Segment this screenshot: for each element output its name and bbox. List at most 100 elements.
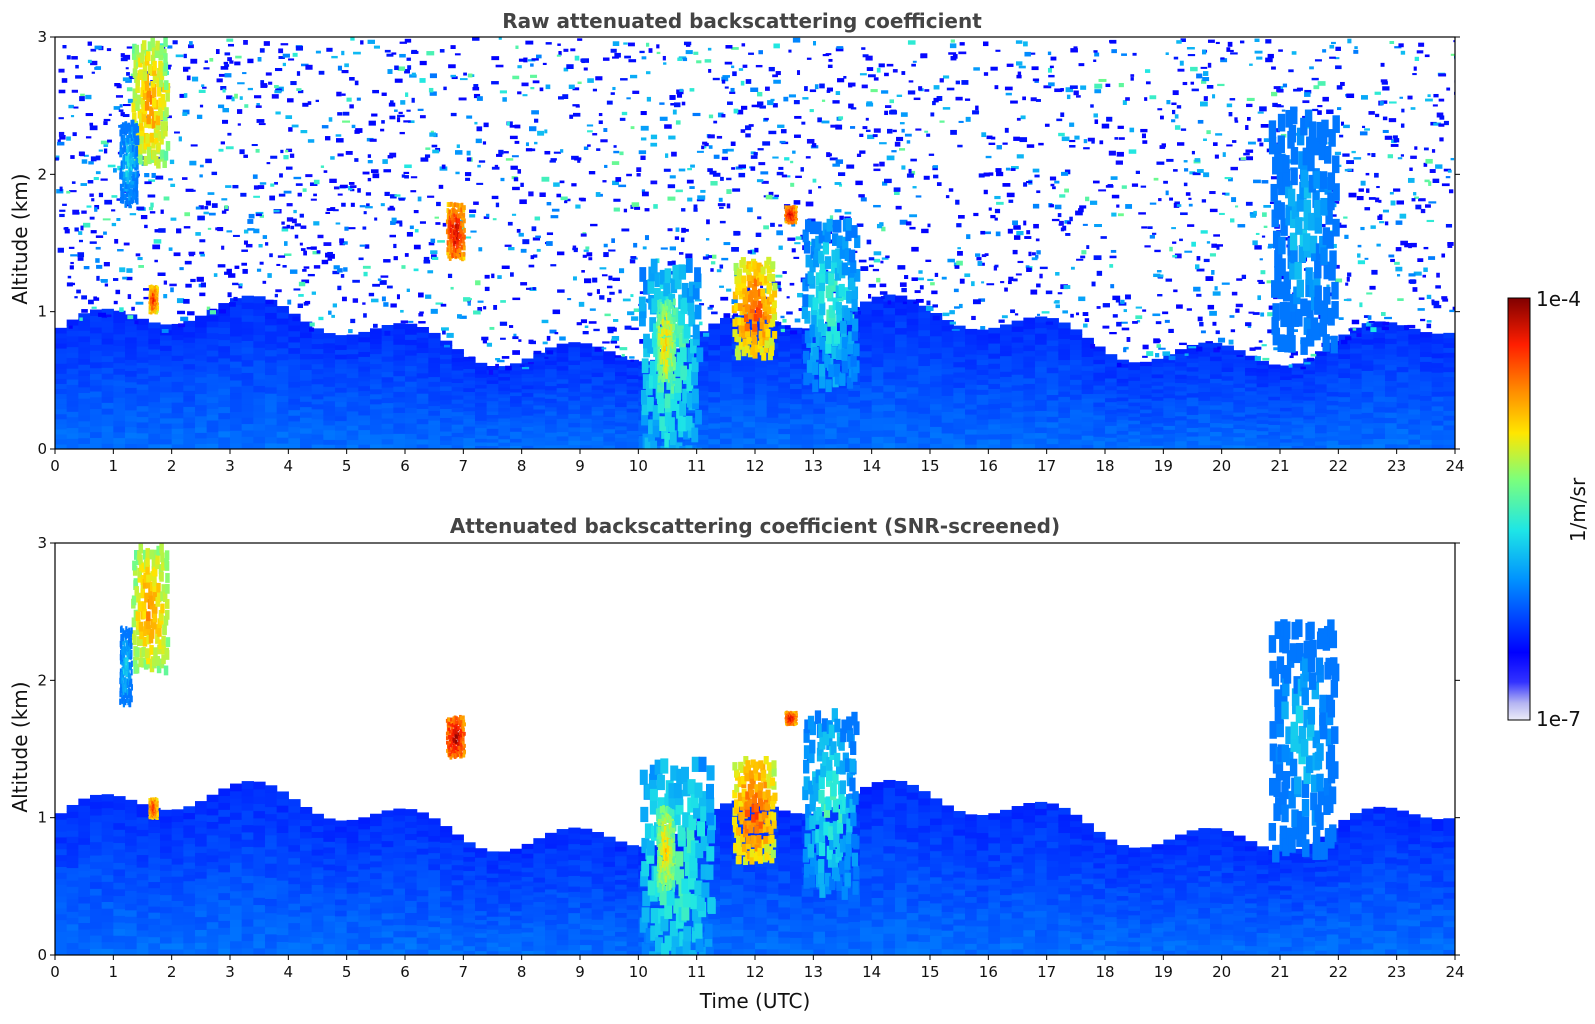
heatmap-cell [370, 423, 383, 430]
noise-cell [534, 216, 541, 221]
heatmap-cell [55, 383, 68, 390]
noise-cell [589, 308, 596, 311]
noise-cell [1194, 158, 1201, 162]
heatmap-cell [1011, 336, 1024, 343]
heatmap-cell [533, 440, 546, 446]
heatmap-cell [171, 344, 184, 351]
heatmap-cell [1280, 428, 1293, 433]
heatmap-cell [416, 367, 429, 374]
noise-cell [925, 306, 934, 312]
heatmap-cell [346, 434, 359, 441]
noise-cell [105, 314, 112, 318]
heatmap-cell [1408, 433, 1421, 440]
heatmap-cell [731, 326, 744, 333]
noise-cell [1025, 265, 1030, 269]
noise-cell [941, 276, 947, 280]
heatmap-cell [1291, 420, 1304, 425]
noise-cell [858, 259, 867, 263]
heatmap-cell [486, 438, 499, 443]
heatmap-cell [90, 443, 103, 449]
heatmap-cell [1116, 404, 1129, 409]
heatmap-cell [428, 429, 441, 436]
heatmap-cell [638, 423, 651, 428]
heatmap-cell [1058, 433, 1071, 440]
heatmap-cell [428, 376, 441, 382]
noise-cell [556, 251, 565, 256]
heatmap-cell [276, 323, 289, 331]
noise-cell [358, 257, 364, 261]
noise-cell [626, 173, 632, 177]
heatmap-cell [463, 379, 476, 385]
noise-cell [404, 175, 409, 179]
heatmap-cell [1350, 388, 1363, 394]
noise-cell [328, 310, 332, 315]
heatmap-cell [568, 359, 581, 366]
heatmap-cell [463, 437, 476, 442]
heatmap-cell [265, 424, 278, 431]
heatmap-cell [498, 421, 511, 426]
noise-cell [1339, 224, 1347, 228]
heatmap-cell [1186, 353, 1199, 359]
heatmap-cell [171, 355, 184, 362]
heatmap-cell [591, 367, 604, 373]
noise-cell [534, 118, 539, 123]
noise-cell [1014, 313, 1019, 316]
heatmap-cell [1396, 381, 1409, 388]
heatmap-cell [696, 404, 709, 411]
noise-cell [994, 217, 998, 221]
noise-cell [531, 148, 536, 152]
noise-cell [159, 86, 164, 92]
heatmap-cell [1291, 367, 1304, 372]
heatmap-cell [906, 330, 919, 338]
noise-cell [954, 265, 960, 269]
heatmap-cell [1105, 445, 1118, 449]
noise-cell [707, 168, 713, 172]
heatmap-cell [545, 393, 558, 399]
noise-cell [297, 192, 302, 197]
heatmap-cell [428, 444, 441, 449]
heatmap-cell [265, 330, 278, 338]
noise-cell [696, 199, 705, 202]
heatmap-cell [1058, 406, 1071, 413]
heatmap-cell [183, 342, 196, 349]
noise-cell [942, 107, 951, 110]
heatmap-cell [160, 350, 173, 357]
heatmap-cell [393, 380, 406, 387]
heatmap-cell [171, 396, 184, 403]
heatmap-cell [626, 389, 639, 394]
heatmap-cell [848, 407, 861, 415]
heatmap-cell [1385, 412, 1398, 418]
heatmap-cell [743, 432, 756, 439]
heatmap-cell [906, 305, 919, 313]
heatmap-cell [486, 435, 499, 440]
heatmap-cell [1350, 413, 1363, 420]
heatmap-cell [1303, 415, 1316, 420]
noise-cell [119, 104, 123, 108]
heatmap-cell [451, 411, 464, 417]
heatmap-cell [953, 438, 966, 445]
noise-cell [135, 253, 141, 257]
heatmap-cell [976, 399, 989, 405]
heatmap-cell [1198, 440, 1211, 446]
noise-cell [534, 141, 538, 145]
heatmap-cell [358, 424, 371, 431]
noise-cell [463, 236, 472, 239]
heatmap-cell [218, 400, 231, 408]
noise-cell [689, 186, 695, 189]
noise-cell [476, 126, 483, 132]
heatmap-cell [685, 389, 698, 396]
heatmap-cell [451, 415, 464, 421]
heatmap-cell [580, 365, 593, 371]
noise-cell [118, 109, 124, 112]
heatmap-cell [1081, 421, 1094, 427]
heatmap-cell [720, 378, 733, 385]
heatmap-cell [988, 332, 1001, 339]
noise-cell [1116, 151, 1124, 157]
heatmap-cell [288, 324, 301, 332]
noise-cell [911, 246, 919, 252]
noise-cell [556, 193, 562, 198]
heatmap-cell [1023, 317, 1036, 324]
noise-cell [450, 286, 454, 290]
heatmap-cell [1280, 386, 1293, 391]
heatmap-cell [1058, 322, 1071, 329]
